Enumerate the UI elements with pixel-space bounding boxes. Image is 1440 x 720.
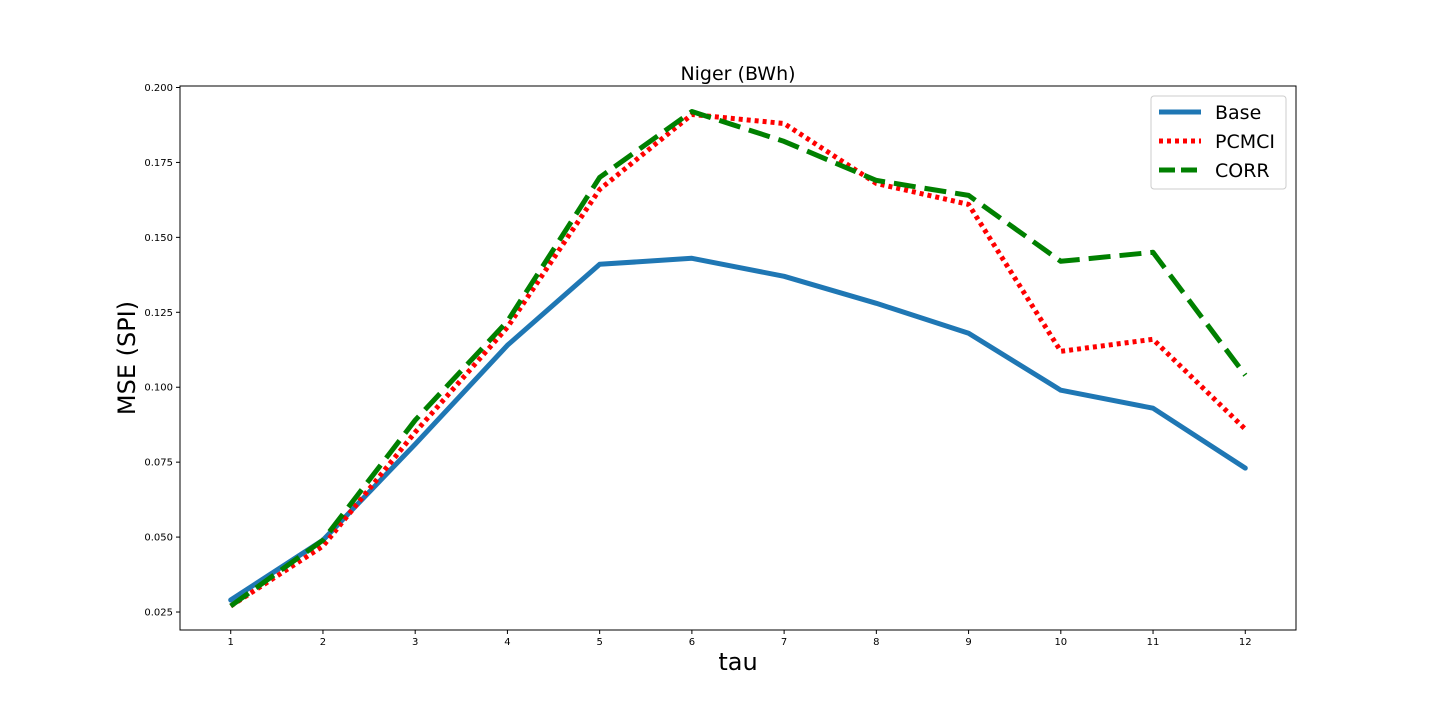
x-tick-label: 8 xyxy=(873,637,879,648)
legend-label-base: Base xyxy=(1215,102,1261,124)
y-tick-label: 0.025 xyxy=(144,608,173,619)
x-tick-label: 1 xyxy=(228,637,234,648)
x-tick-label: 3 xyxy=(412,637,418,648)
y-tick-label: 0.175 xyxy=(144,158,173,169)
x-tick-label: 7 xyxy=(781,637,787,648)
x-tick-label: 11 xyxy=(1147,637,1160,648)
chart-title: Niger (BWh) xyxy=(680,63,795,85)
y-tick-label: 0.200 xyxy=(144,83,173,94)
legend-label-corr: CORR xyxy=(1215,160,1270,182)
legend-label-pcmci: PCMCI xyxy=(1215,131,1275,153)
y-tick-label: 0.100 xyxy=(144,383,173,394)
x-tick-label: 5 xyxy=(596,637,602,648)
x-axis-label: tau xyxy=(718,648,757,676)
x-tick-label: 9 xyxy=(965,637,971,648)
x-tick-label: 4 xyxy=(504,637,510,648)
y-axis-ticks: 0.025 0.050 0.075 0.100 0.125 0.150 0.175 0.200 xyxy=(144,83,180,619)
x-tick-label: 2 xyxy=(320,637,326,648)
y-tick-label: 0.125 xyxy=(144,308,173,319)
y-tick-label: 0.050 xyxy=(144,533,173,544)
series-line-corr xyxy=(229,109,1248,609)
x-tick-label: 12 xyxy=(1239,637,1252,648)
series-line-pcmci xyxy=(229,112,1248,609)
series-line-base xyxy=(228,255,1248,603)
x-axis-ticks: 1 2 3 4 5 6 7 8 9 10 11 12 xyxy=(228,630,1252,648)
y-tick-label: 0.075 xyxy=(144,458,173,469)
legend: Base PCMCI CORR xyxy=(1150,95,1287,190)
series-lines xyxy=(228,109,1248,609)
y-axis-label: MSE (SPI) xyxy=(113,301,141,415)
plot-background xyxy=(180,86,1296,630)
y-tick-label: 0.150 xyxy=(144,233,173,244)
x-tick-label: 10 xyxy=(1054,637,1067,648)
legend-box xyxy=(1150,95,1287,190)
x-tick-label: 6 xyxy=(689,637,695,648)
plot-frame xyxy=(179,85,1297,631)
